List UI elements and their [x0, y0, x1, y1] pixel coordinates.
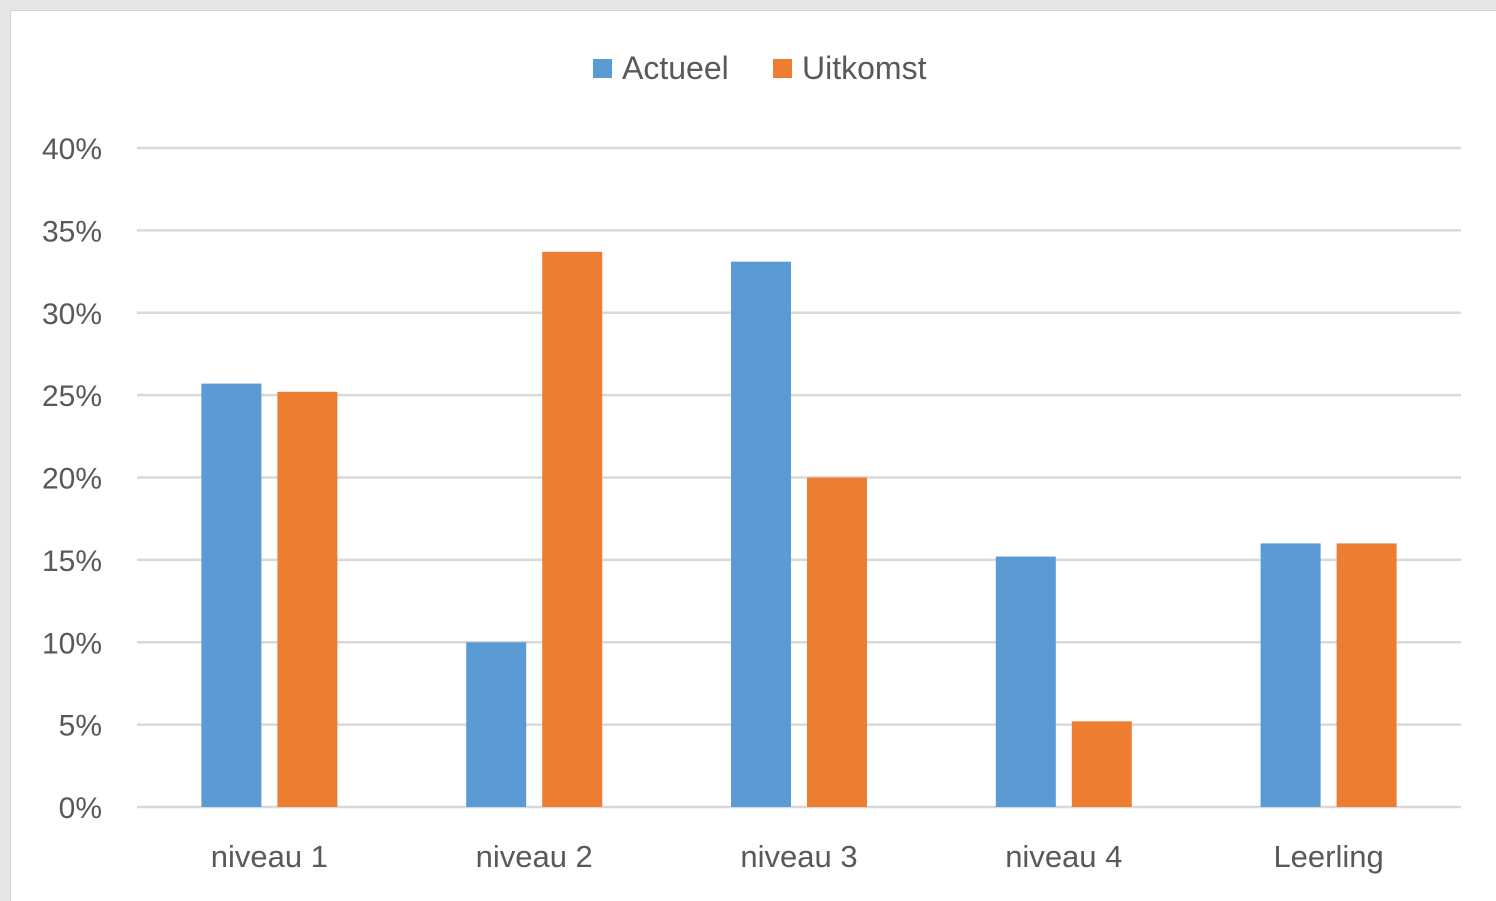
y-tick-label: 20% [42, 463, 102, 496]
bar-actueel-niveau-1 [201, 383, 262, 807]
x-axis-category-labels: niveau 1 niveau 2 niveau 3 niveau 4 Leerling [211, 839, 1384, 874]
bar-uitkomst-niveau-3 [807, 477, 867, 807]
legend-swatch-uitkomst [773, 59, 792, 78]
bars [201, 251, 1397, 808]
legend-label-uitkomst: Uitkomst [802, 50, 927, 86]
bar-actueel-leerling [1260, 543, 1321, 807]
y-tick-label: 10% [42, 627, 102, 660]
y-tick-label: 40% [42, 133, 102, 166]
bar-actueel-niveau-4 [995, 556, 1056, 807]
bar-uitkomst-niveau-2 [542, 251, 603, 808]
bar-actueel-niveau-2 [466, 642, 527, 807]
y-tick-label: 35% [42, 215, 102, 248]
y-tick-label: 0% [59, 792, 102, 825]
y-tick-label: 5% [59, 710, 102, 743]
gridlines [137, 146, 1461, 809]
x-category-label: Leerling [1273, 839, 1383, 874]
x-category-label: niveau 2 [476, 839, 593, 874]
legend-swatch-actueel [593, 59, 612, 78]
legend-label-actueel: Actueel [622, 50, 729, 86]
y-tick-label: 15% [42, 545, 102, 578]
x-category-label: niveau 3 [740, 839, 857, 874]
bar-uitkomst-leerling [1336, 543, 1397, 807]
x-category-label: niveau 4 [1005, 839, 1122, 874]
bar-uitkomst-niveau-4 [1071, 721, 1132, 807]
bar-actueel-niveau-3 [731, 261, 791, 807]
y-tick-label: 30% [42, 298, 102, 331]
y-tick-label: 25% [42, 380, 102, 413]
x-category-label: niveau 1 [211, 839, 328, 874]
y-axis-tick-labels: 0% 5% 10% 15% 20% 25% 30% 35% 40% [42, 133, 102, 825]
legend: Actueel Uitkomst [593, 50, 927, 86]
bar-uitkomst-niveau-1 [277, 391, 338, 807]
